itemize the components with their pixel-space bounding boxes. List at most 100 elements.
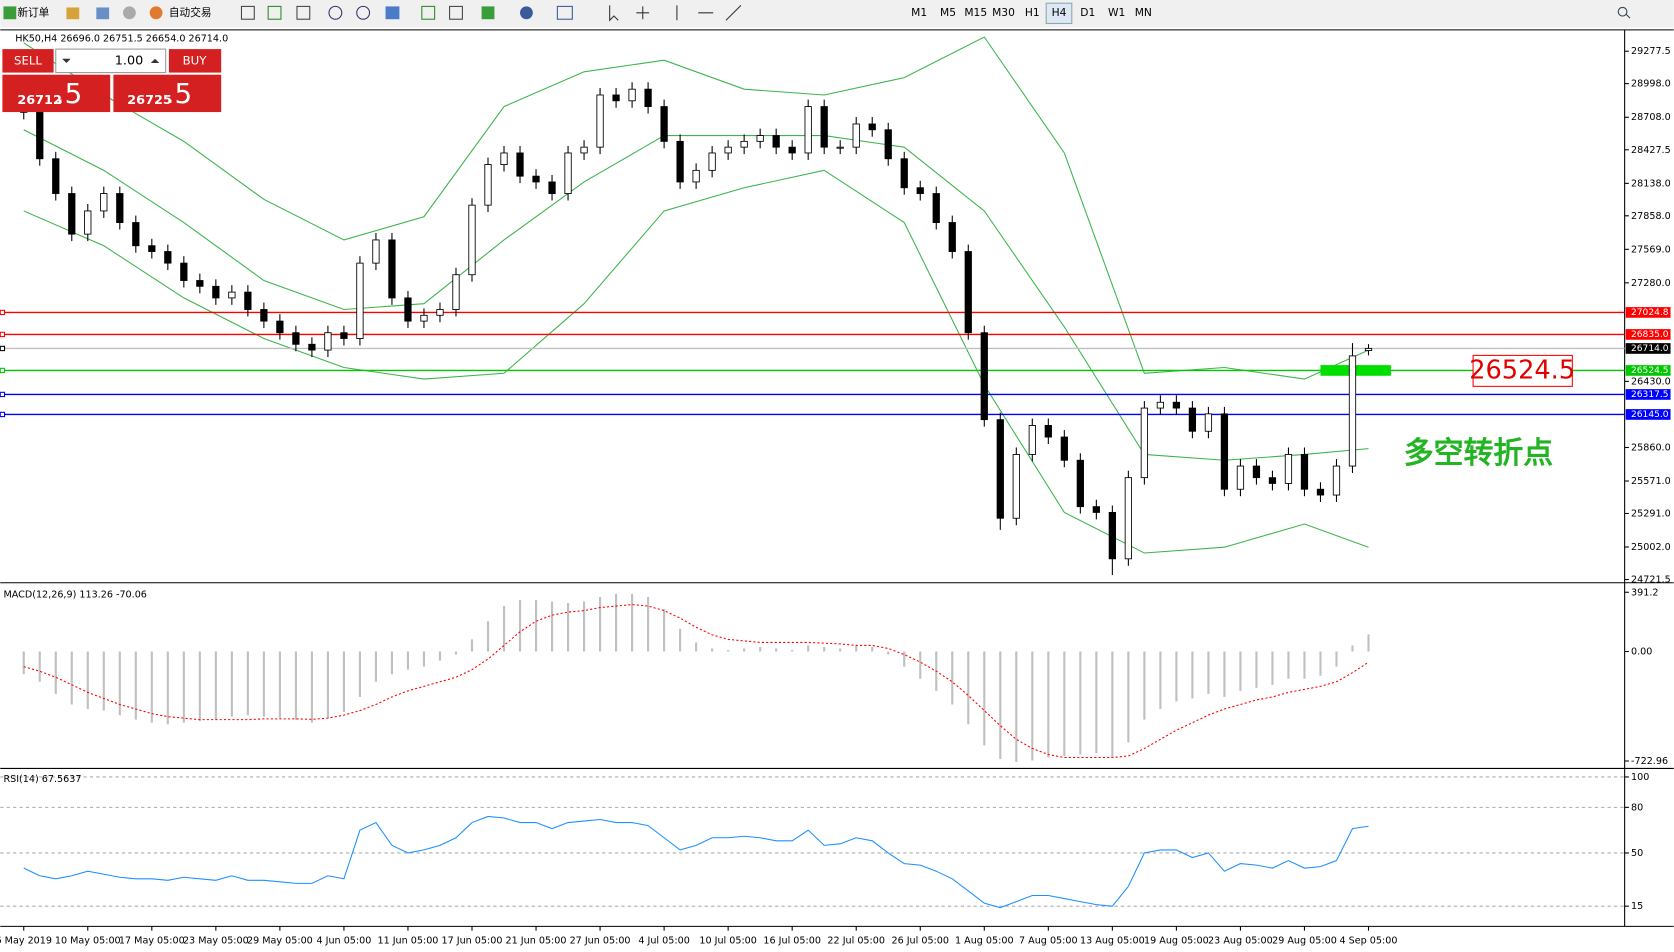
icon[interactable] bbox=[385, 6, 400, 20]
candle-body bbox=[196, 280, 204, 287]
candle-body bbox=[1332, 465, 1341, 496]
timeframe-button[interactable]: D1 bbox=[1080, 6, 1095, 19]
crosshair-icon[interactable] bbox=[636, 6, 650, 20]
candle-body bbox=[692, 169, 700, 183]
timeframe-button[interactable]: MN bbox=[1135, 6, 1152, 19]
x-tick-label: 22 Jul 05:00 bbox=[827, 935, 885, 946]
candle-body bbox=[644, 88, 652, 108]
icon[interactable] bbox=[267, 5, 282, 20]
candle-body bbox=[1108, 512, 1116, 560]
annotation: 多空转折点 bbox=[1404, 436, 1554, 471]
candle-body bbox=[612, 94, 620, 102]
icon[interactable] bbox=[421, 5, 436, 20]
buy-price-box[interactable] bbox=[113, 74, 222, 113]
timeframe-button[interactable]: M15 bbox=[964, 6, 987, 19]
candle-body bbox=[564, 152, 572, 194]
sell-label[interactable]: SELL bbox=[14, 53, 42, 67]
toolbar-button[interactable]: 新订单 bbox=[17, 6, 49, 19]
candle-body bbox=[900, 158, 908, 189]
candle-body bbox=[1268, 477, 1277, 484]
auto-trade-icon[interactable] bbox=[149, 6, 163, 20]
x-tick-label: 6 May 2019 bbox=[0, 935, 52, 946]
timeframe-button[interactable]: H4 bbox=[1052, 6, 1067, 19]
candle-body bbox=[100, 193, 108, 212]
x-tick-label: 23 May 05:00 bbox=[183, 935, 249, 946]
candle-body bbox=[244, 291, 252, 310]
buy-price-fraction[interactable]: .5 bbox=[166, 77, 192, 110]
icon[interactable] bbox=[520, 6, 533, 20]
x-tick-label: 27 Jun 05:00 bbox=[570, 935, 631, 946]
candle-body bbox=[452, 274, 460, 310]
line-icons[interactable] bbox=[676, 4, 742, 21]
toolbar-button[interactable]: 自动交易 bbox=[169, 6, 212, 19]
candle-body bbox=[1140, 407, 1149, 479]
candle-body bbox=[596, 94, 604, 148]
candle-body bbox=[324, 332, 332, 351]
candle-body bbox=[116, 193, 124, 223]
candle-body bbox=[660, 106, 668, 142]
icon[interactable] bbox=[328, 5, 343, 20]
candle-body bbox=[852, 123, 860, 148]
candle-body bbox=[1204, 413, 1213, 432]
level-marker bbox=[0, 331, 6, 338]
timeframe-button[interactable]: W1 bbox=[1108, 6, 1125, 19]
candle-body bbox=[1284, 454, 1293, 484]
y-tick-label: 100 bbox=[1631, 772, 1649, 783]
x-tick-label: 29 May 05:00 bbox=[247, 935, 313, 946]
icon[interactable] bbox=[481, 6, 495, 20]
timeframe-button[interactable]: H1 bbox=[1025, 6, 1040, 19]
y-tick-label: 27569.0 bbox=[1631, 244, 1671, 255]
candle-body bbox=[260, 309, 268, 322]
level-label-bg bbox=[1625, 307, 1671, 318]
sell-price-box[interactable] bbox=[2, 74, 111, 113]
buy-price[interactable]: 26725 bbox=[127, 93, 172, 108]
x-tick-label: 7 Aug 05:00 bbox=[1019, 935, 1078, 946]
sell-price-fraction[interactable]: .5 bbox=[56, 77, 82, 110]
candle-body bbox=[468, 204, 476, 276]
timeframe-button[interactable]: M5 bbox=[940, 6, 956, 19]
y-tick-label: 27858.0 bbox=[1631, 211, 1671, 222]
buy-button[interactable] bbox=[168, 49, 222, 73]
sell-button[interactable] bbox=[2, 49, 54, 73]
icon[interactable] bbox=[449, 5, 463, 20]
candle-body bbox=[1172, 401, 1181, 409]
toolbar bbox=[0, 0, 1674, 28]
x-tick-label: 19 Aug 05:00 bbox=[1144, 935, 1209, 946]
new-order-icon[interactable] bbox=[3, 6, 17, 20]
timeframe-button[interactable]: M1 bbox=[911, 6, 927, 19]
candle-body bbox=[516, 152, 524, 177]
candle-body bbox=[1028, 425, 1036, 455]
level-label: 27024.8 bbox=[1631, 308, 1669, 318]
icon[interactable] bbox=[556, 5, 573, 20]
candle-body bbox=[292, 332, 300, 345]
icon[interactable] bbox=[96, 7, 110, 20]
candle-body bbox=[708, 152, 716, 171]
icon[interactable] bbox=[296, 5, 311, 20]
cursor-icon[interactable] bbox=[609, 5, 619, 22]
x-tick-label: 4 Jun 05:00 bbox=[317, 935, 372, 946]
x-tick-label: 26 Jul 05:00 bbox=[891, 935, 949, 946]
icon[interactable] bbox=[123, 6, 136, 20]
icon[interactable] bbox=[66, 7, 80, 20]
candle-body bbox=[404, 297, 412, 322]
candle-body bbox=[756, 135, 764, 142]
search-icon[interactable] bbox=[1617, 6, 1631, 19]
candle-body bbox=[1044, 425, 1052, 438]
candle-body bbox=[548, 181, 556, 194]
timeframe-active[interactable] bbox=[1045, 2, 1073, 25]
bollinger-lower bbox=[23, 169, 1369, 554]
candle-body bbox=[532, 175, 540, 183]
timeframe-button[interactable]: M30 bbox=[992, 6, 1015, 19]
candle-body bbox=[1236, 465, 1245, 490]
icon[interactable] bbox=[356, 5, 371, 20]
candle-body bbox=[964, 251, 972, 334]
lot-value[interactable]: 1.00 bbox=[115, 53, 144, 68]
candle-body bbox=[996, 419, 1004, 519]
sell-price[interactable]: 26712 bbox=[17, 93, 62, 108]
y-tick-label: 26430.0 bbox=[1631, 376, 1671, 387]
x-tick-label: 13 Aug 05:00 bbox=[1080, 935, 1145, 946]
y-tick-label: 25002.0 bbox=[1631, 542, 1671, 553]
lot-input[interactable] bbox=[55, 48, 167, 74]
buy-label[interactable]: BUY bbox=[183, 53, 208, 67]
icon[interactable] bbox=[240, 5, 255, 20]
